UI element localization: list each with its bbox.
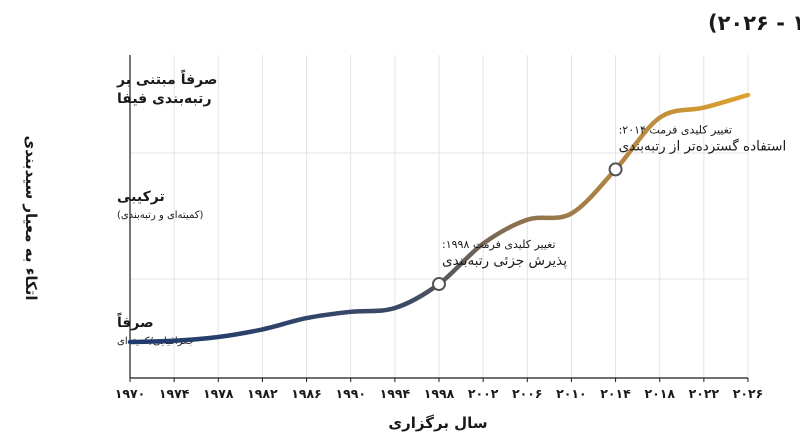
y-tick-label: صرفاً مبتنی بر xyxy=(116,69,217,88)
y-tick-sublabel: (کمیته‌ای و رتبه‌بندی) xyxy=(117,210,204,221)
x-tick-label: ۱۹۷۴ xyxy=(159,386,190,401)
x-tick-label: ۱۹۷۸ xyxy=(203,386,234,401)
annotation-marker xyxy=(608,162,623,177)
chart-title: تکامل اتکاء فیفا به رتبه‌بندی‌های ریاضی … xyxy=(708,11,800,35)
y-tick-label: ترکیبی xyxy=(117,189,165,205)
x-tick-label: ۲۰۲۶ xyxy=(733,386,764,401)
y-tick-label: رتبه‌بندی فیفا xyxy=(117,91,212,107)
annotation-heading: تغییر کلیدی فرمت ۲۰۱۴: xyxy=(619,123,733,136)
annotation-heading: تغییر کلیدی فرمت ۱۹۹۸: xyxy=(442,238,556,251)
annotation-text: استفاده گسترده‌تر از رتبه‌بندی xyxy=(619,137,787,154)
x-tick-label: ۱۹۸۲ xyxy=(247,386,278,401)
annotations: تغییر کلیدی فرمت ۱۹۹۸: پذیرش جزئی رتبه‌بن… xyxy=(432,123,787,292)
annotation-text: پذیرش جزئی رتبه‌بندی xyxy=(442,253,567,269)
x-tick-label: ۲۰۰۲ xyxy=(468,386,499,401)
x-tick-label: ۱۹۸۶ xyxy=(291,386,322,401)
x-tick-label: ۲۰۱۰ xyxy=(556,386,587,401)
x-tick-label: ۲۰۰۶ xyxy=(512,386,543,401)
y-axis-label: اتکاء به معیار سیدبندی xyxy=(22,135,40,300)
x-tick-label: ۲۰۱۴ xyxy=(600,386,631,401)
x-tick-label: ۱۹۹۰ xyxy=(335,386,366,401)
x-tick-label: ۱۹۹۴ xyxy=(380,386,411,401)
x-tick-labels: ۱۹۷۰ ۱۹۷۴ ۱۹۷۸ ۱۹۸۲ ۱۹۸۶ ۱۹۹۰ ۱۹۹۴ ۱۹۹۸ ۲۰۰۲ ۲۰۰۶… xyxy=(115,378,764,401)
x-tick-label: ۲۰۱۸ xyxy=(644,386,675,401)
x-tick-label: ۱۹۹۸ xyxy=(424,386,455,401)
annotation-marker xyxy=(432,277,446,292)
y-tick-label: صرفاً xyxy=(117,312,154,331)
x-axis-label: سال برگزاری xyxy=(388,414,487,432)
x-tick-label: ۲۰۲۲ xyxy=(689,386,720,401)
x-tick-label: ۱۹۷۰ xyxy=(115,386,146,401)
grid-lines xyxy=(129,55,749,378)
